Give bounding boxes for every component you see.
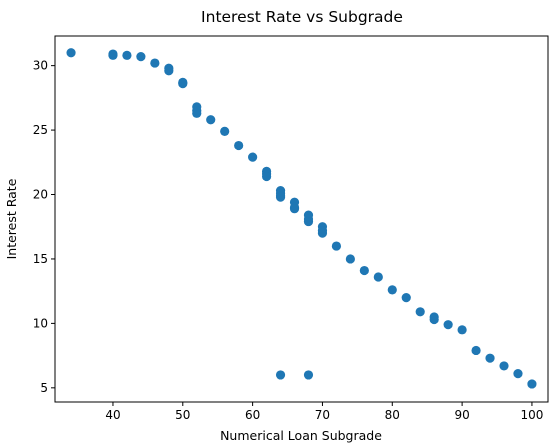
y-tick-label: 10 [33,316,48,330]
y-axis: 5 10 15 20 25 30 [33,59,55,395]
scatter-point [303,216,314,227]
scatter-point [457,325,467,335]
x-tick-label: 40 [105,408,120,422]
x-tick-label: 50 [175,408,190,422]
scatter-point [331,241,342,251]
scatter-point [206,115,216,125]
scatter-point [234,140,244,151]
scatter-point [275,370,286,380]
plot-frame [54,35,549,403]
y-axis-label: Interest Rate [4,178,19,259]
x-axis: 40 50 60 70 80 90 100 [105,402,543,422]
points-layer [66,48,537,389]
x-tick-label: 60 [245,408,260,422]
scatter-point [275,192,286,202]
scatter-point [136,52,146,62]
x-tick-label: 90 [454,408,469,422]
scatter-point [485,353,495,363]
scatter-point [443,320,453,330]
scatter-point [66,48,76,58]
scatter-point [261,171,272,182]
scatter-point [471,345,481,356]
scatter-point [401,293,411,303]
scatter-point [178,79,188,89]
scatter-point [429,314,439,325]
scatter-point [513,369,523,379]
scatter-point [415,307,425,317]
scatter-point [122,50,132,60]
scatter-point [220,126,230,136]
scatter-point [108,50,118,60]
x-tick-label: 80 [385,408,400,422]
scatter-point [345,254,355,264]
scatter-point [192,108,202,118]
scatter-point [303,370,314,380]
scatter-point [164,66,174,76]
x-axis-label: Numerical Loan Subgrade [220,428,382,443]
y-tick-label: 25 [33,123,48,137]
scatter-point [317,228,328,238]
y-tick-label: 5 [40,381,48,395]
x-tick-label: 100 [520,408,543,422]
scatter-point [387,285,397,295]
scatter-point [150,58,160,68]
scatter-point [289,204,300,214]
scatter-point [373,272,383,282]
x-tick-label: 70 [315,408,330,422]
scatter-point [527,379,537,389]
y-tick-label: 30 [33,59,48,73]
scatter-point [499,361,509,371]
scatter-point [359,265,369,276]
y-tick-label: 20 [33,188,48,202]
chart-title: Interest Rate vs Subgrade [201,8,403,26]
y-tick-label: 15 [33,252,48,266]
scatter-point [248,152,258,162]
